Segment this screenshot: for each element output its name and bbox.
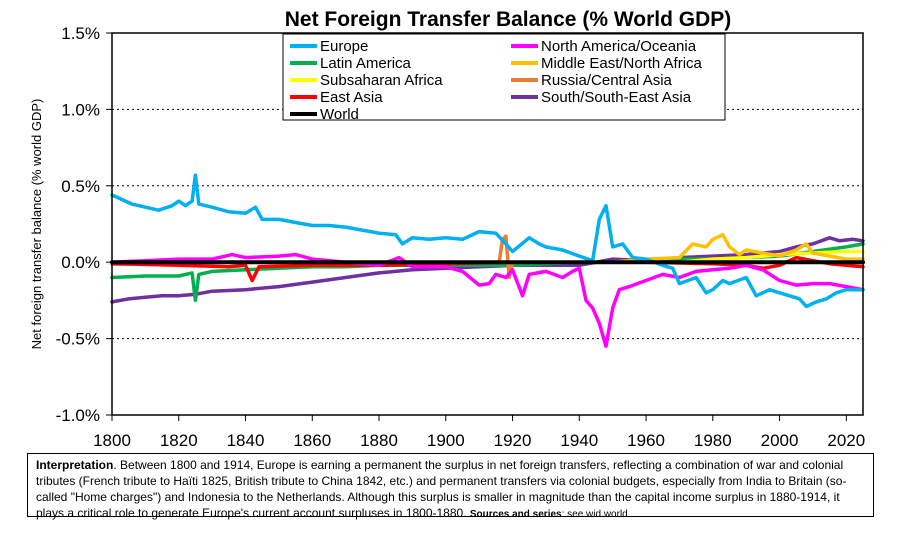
y-tick-label: 1.5% [61,24,100,43]
legend-label: Subsaharan Africa [320,72,443,89]
x-tick-label: 1980 [694,431,732,450]
legend-label: Russia/Central Asia [541,72,673,89]
x-tick-label: 1800 [93,431,131,450]
x-tick-label: 1920 [494,431,532,450]
legend-label: Europe [320,38,368,55]
x-tick-label: 1940 [560,431,598,450]
y-tick-label: 0.5% [61,177,100,196]
y-tick-label: -0.5% [56,330,100,349]
legend-label: North America/Oceania [541,38,697,55]
legend-label: World [320,106,359,123]
x-tick-label: 1880 [360,431,398,450]
chart-title: Net Foreign Transfer Balance (% World GD… [285,8,732,31]
x-tick-label: 1960 [627,431,665,450]
legend-box [282,33,726,121]
chart: Net Foreign Transfer Balance (% World GD… [29,8,865,450]
legend-label: Latin America [320,55,412,72]
interpretation-label: Interpretation [36,458,114,472]
series-group [110,173,865,348]
x-tick-label: 1900 [427,431,465,450]
series-line-north-america-oceania [110,252,865,348]
y-axis-ticks: -1.0% -0.5% 0.0% 0.5% 1.0% 1.5% [56,24,112,425]
grid-lines [112,108,863,340]
plot-area [111,32,864,416]
series-line-middle-east-north-africa [110,232,865,264]
x-tick-label: 1860 [293,431,331,450]
x-axis-ticks: 1800 1820 1840 1860 1880 1900 1920 1940 1960 1980… [93,415,865,450]
interpretation-box: Interpretation. Between 1800 and 1914, E… [27,453,874,520]
legend-label: Middle East/North Africa [541,55,703,72]
x-tick-label: 1820 [160,431,198,450]
y-tick-label: 0.0% [61,253,100,272]
y-tick-label: -1.0% [56,406,100,425]
legend-label: East Asia [320,89,383,106]
x-tick-label: 1840 [227,431,265,450]
legend-label: South/South-East Asia [541,89,692,106]
y-tick-label: 1.0% [61,100,100,119]
sources-label: Sources and series [469,509,562,520]
sources-text: : see wid.world [561,509,628,520]
x-tick-label: 2020 [827,431,865,450]
interpretation-text: . Between 1800 and 1914, Europe is earni… [36,458,847,520]
x-tick-label: 2000 [761,431,799,450]
y-axis-label: Net foreign transfer balance (% world GD… [29,99,44,350]
series-line-europe [110,173,865,309]
